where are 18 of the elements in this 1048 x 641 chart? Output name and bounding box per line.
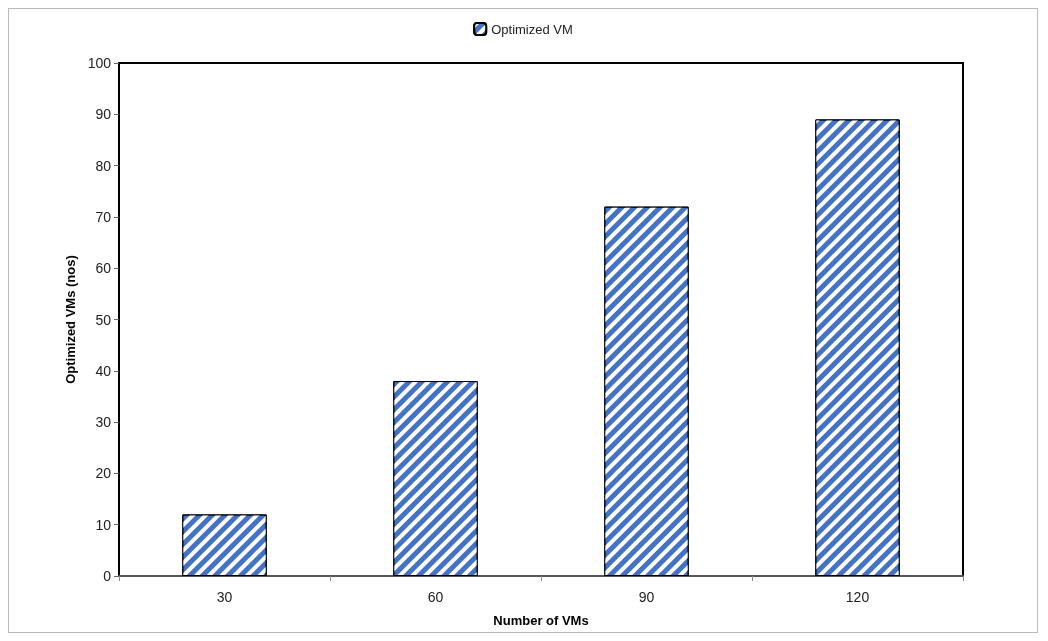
y-tick-label: 50 [95,311,112,328]
y-tick-label: 60 [95,260,112,277]
x-tick-label: 120 [845,589,870,605]
y-tick-label: 30 [95,414,112,431]
y-axis-title: Optimized VMs (nos) [62,255,78,384]
y-tick-label: 80 [95,157,112,174]
x-tick-label: 60 [427,589,444,605]
x-tick-label: 90 [638,589,655,605]
y-tick-label: 20 [95,465,112,482]
y-tick-label: 90 [95,106,112,123]
y-tick-label: 40 [95,362,112,379]
x-tick-label: 30 [216,589,233,605]
y-tick-label: 10 [95,516,112,533]
y-tick-label: 0 [103,568,112,584]
y-tick-label: 70 [95,208,112,225]
x-axis-title: Number of VMs [493,613,589,628]
y-tick-label: 100 [87,55,112,71]
legend-label: Optimized VM [491,21,573,37]
